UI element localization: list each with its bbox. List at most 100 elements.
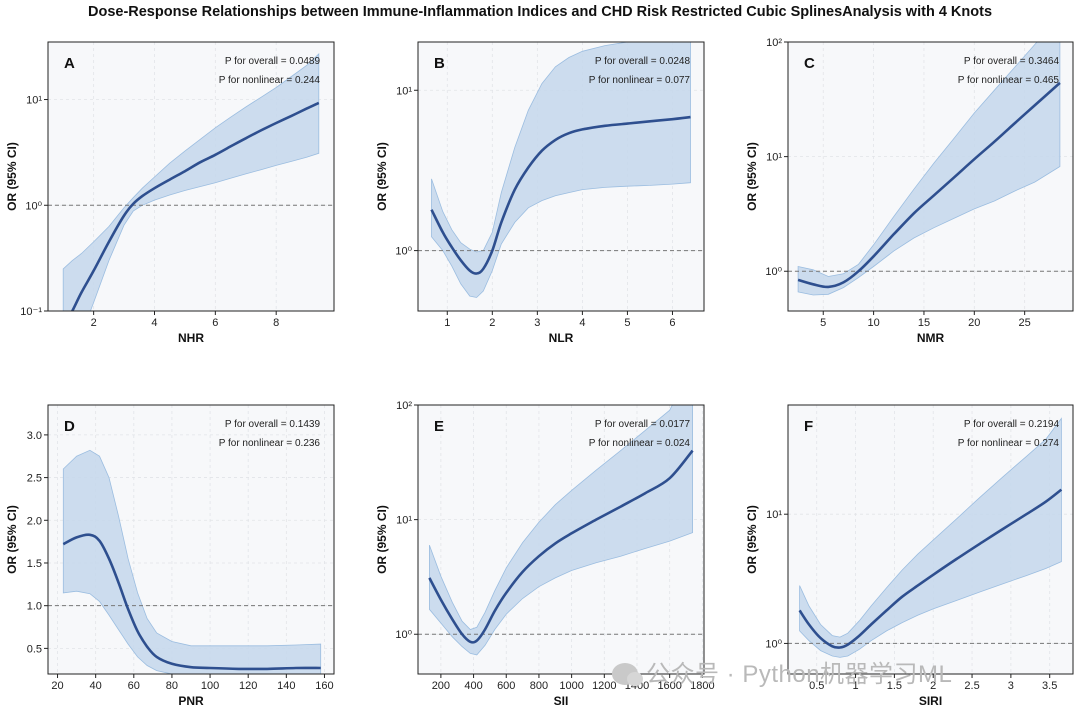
panel-letter-d: D [64,418,75,435]
y-axis-label-d: OR (95% CI) [5,505,19,574]
figure-title: Dose-Response Relationships between Immu… [87,4,993,20]
x-tick-label: 3 [1008,680,1014,692]
x-axis-label-e: SII [554,694,569,708]
x-tick-label: 4 [151,317,157,329]
wechat-icon [612,663,643,686]
p-overall-b: P for overall = 0.0248 [595,56,691,67]
x-tick-label: 1200 [592,680,616,692]
x-tick-label: 10 [867,317,879,329]
x-tick-label: 20 [51,680,63,692]
x-tick-label: 120 [239,680,257,692]
x-tick-label: 2 [930,680,936,692]
x-tick-label: 160 [315,680,333,692]
x-axis-label-c: NMR [917,331,945,345]
ci-band-b [431,42,691,298]
y-tick-label: 10² [766,37,782,49]
y-tick-label: 10¹ [26,95,42,107]
x-tick-label: 800 [530,680,548,692]
plot-frame-e [417,404,705,675]
y-tick-label: 10⁰ [765,266,782,278]
y-tick-label: 1.0 [27,601,42,613]
y-tick-label: 10¹ [766,152,782,164]
x-tick-label: 2.5 [964,680,979,692]
x-tick-label: 1000 [559,680,583,692]
p-nonlinear-e: P for nonlinear = 0.024 [589,438,691,449]
x-axis-label-a: NHR [178,331,204,345]
x-axis-label-f: SIRI [919,694,942,708]
y-tick-label: 2.0 [27,515,42,527]
x-tick-label: 2 [489,317,495,329]
x-tick-label: 3 [534,317,540,329]
chart-panel-c: 5 10 15 20 25 10⁰ 10¹ 10² NMR OR (95% CI) C P for o… [745,37,1074,345]
p-overall-a: P for overall = 0.0489 [225,56,321,67]
y-axis-label-a: OR (95% CI) [5,142,19,211]
p-nonlinear-f: P for nonlinear = 0.274 [958,438,1060,449]
x-tick-label: 140 [277,680,295,692]
x-tick-label: 80 [166,680,178,692]
y-tick-label: 10¹ [396,515,412,527]
panel-letter-e: E [434,418,444,435]
y-axis-label-f: OR (95% CI) [745,505,759,574]
y-tick-label: 10⁰ [395,246,412,258]
plot-frame-c [787,41,1074,312]
or-curve-d [62,533,321,671]
y-axis-label-b: OR (95% CI) [375,142,389,211]
y-tick-label: 0.5 [27,643,42,655]
x-tick-label: 5 [820,317,826,329]
x-tick-label: 6 [669,317,675,329]
p-overall-c: P for overall = 0.3464 [964,56,1060,67]
x-tick-label: 4 [579,317,585,329]
y-tick-label: 10² [396,400,412,412]
plot-frame-f [787,404,1074,675]
x-tick-label: 600 [497,680,515,692]
y-axis-label-c: OR (95% CI) [745,142,759,211]
x-tick-label: 3.5 [1042,680,1057,692]
p-nonlinear-d: P for nonlinear = 0.236 [219,438,321,449]
y-tick-label: 10⁻¹ [20,306,42,318]
ci-band-e [428,405,693,656]
x-tick-label: 8 [273,317,279,329]
ci-band-a [62,52,320,311]
y-tick-label: 3.0 [27,430,42,442]
y-tick-label: 1.5 [27,558,42,570]
x-tick-label: 6 [212,317,218,329]
x-tick-label: 5 [624,317,630,329]
ci-band-c [797,42,1061,296]
x-tick-label: 200 [432,680,450,692]
y-tick-label: 10¹ [396,85,412,97]
x-axis-label-d: PNR [178,694,204,708]
y-tick-label: 10⁰ [765,638,782,650]
panel-letter-a: A [64,55,75,72]
chart-panel-e: 200 400 600 800 1000 1200 1400 1600 180010⁰10¹10… [375,400,715,708]
x-tick-label: 2 [91,317,97,329]
x-tick-label: 400 [464,680,482,692]
x-tick-label: 20 [968,317,980,329]
y-tick-label: 10⁰ [395,629,412,641]
y-tick-label: 2.5 [27,473,42,485]
p-overall-e: P for overall = 0.0177 [595,419,691,430]
or-curve-e [428,449,694,644]
p-overall-f: P for overall = 0.2194 [964,419,1060,430]
y-tick-label: 10⁰ [25,200,42,212]
x-axis-label-b: NLR [549,331,574,345]
chart-panel-a: 2 4 6 8 10⁻¹ 10⁰ 10¹ NHR OR (95% CI) A P for overa… [5,41,335,345]
p-overall-d: P for overall = 0.1439 [225,419,321,430]
chart-panel-d: 20 40 60 80 100 120 140 160 0.5 1.0 1.5 2.0 2.5 3.0 PN… [5,404,335,708]
x-tick-label: 1.5 [887,680,902,692]
p-nonlinear-a: P for nonlinear = 0.244 [219,75,321,86]
plot-frame-b [417,41,705,312]
y-tick-label: 10¹ [766,509,782,521]
panel-letter-c: C [804,55,815,72]
watermark: 公众号 · Python机器学习ML [612,654,952,689]
x-tick-label: 1800 [690,680,714,692]
or-curve-b [430,115,691,275]
p-nonlinear-c: P for nonlinear = 0.465 [958,75,1060,86]
plot-frame-d [47,404,335,675]
x-tick-label: 0.5 [809,680,824,692]
x-tick-label: 60 [128,680,140,692]
x-tick-label: 1 [444,317,450,329]
x-tick-label: 1600 [657,680,681,692]
or-curve-a [70,101,320,311]
chart-panel-b: 1 2 3 4 5 6 10⁰ 10¹ NLR OR (95% CI) B P for overall… [375,41,705,345]
x-tick-label: 1 [852,680,858,692]
